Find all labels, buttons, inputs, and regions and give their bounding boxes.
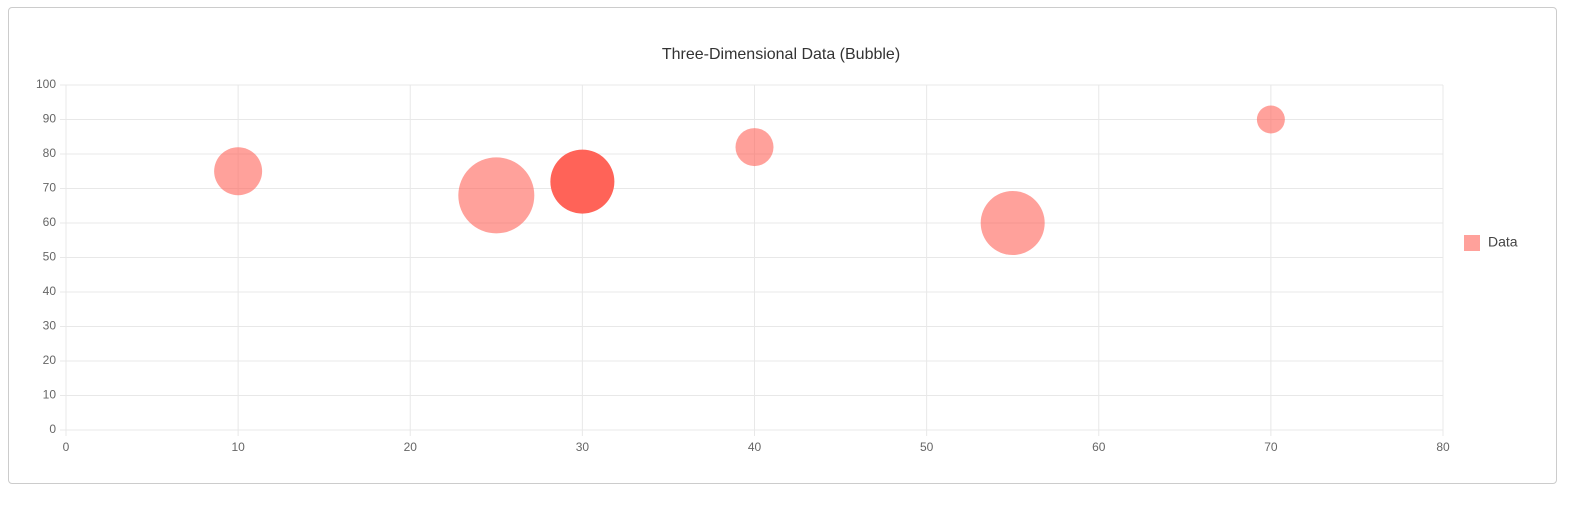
x-tick-label: 30	[576, 440, 590, 454]
y-tick-label: 90	[43, 112, 57, 126]
chart-title: Three-Dimensional Data (Bubble)	[662, 46, 900, 63]
y-tick-label: 40	[43, 284, 57, 298]
y-tick-label: 60	[43, 215, 57, 229]
bubble	[980, 191, 1045, 255]
card	[8, 7, 1557, 484]
y-tick-label: 0	[49, 422, 56, 436]
x-tick-label: 80	[1436, 440, 1450, 454]
bubble	[550, 149, 615, 214]
bubble	[735, 128, 774, 167]
bubble	[458, 157, 535, 234]
x-tick-label: 70	[1264, 440, 1278, 454]
y-tick-label: 50	[43, 250, 57, 264]
y-tick-label: 70	[43, 181, 57, 195]
x-tick-label: 20	[404, 440, 418, 454]
y-tick-label: 20	[43, 353, 57, 367]
bubble	[1256, 105, 1285, 134]
x-tick-label: 60	[1092, 440, 1106, 454]
x-tick-label: 50	[920, 440, 934, 454]
x-tick-label: 40	[748, 440, 762, 454]
y-tick-label: 80	[43, 146, 57, 160]
bubble	[214, 147, 263, 196]
y-tick-label: 10	[43, 388, 57, 402]
x-tick-label: 10	[231, 440, 245, 454]
legend-label: Data	[1488, 234, 1518, 250]
x-tick-label: 0	[63, 440, 70, 454]
y-tick-label: 100	[36, 77, 56, 91]
y-tick-label: 30	[43, 319, 57, 333]
legend-swatch	[1464, 235, 1480, 251]
